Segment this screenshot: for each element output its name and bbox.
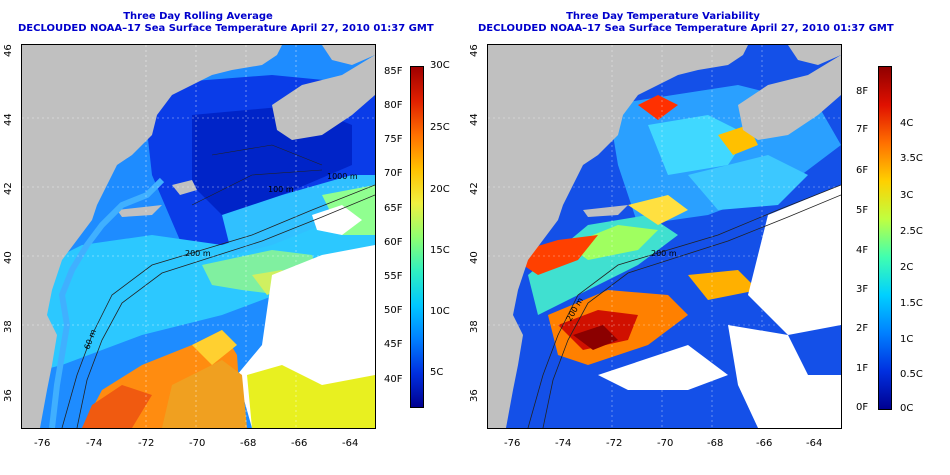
contour-label: 100 m <box>268 185 294 194</box>
colorbar-label-c: 15C <box>430 245 450 256</box>
left-map-graphic <box>22 45 375 428</box>
colorbar-label-f: 1F <box>856 363 869 374</box>
x-tick: -68 <box>240 438 257 449</box>
colorbar-label-c: 10C <box>430 306 450 317</box>
x-tick: -68 <box>707 438 724 449</box>
right-colorbar <box>878 66 892 410</box>
colorbar-label-f: 60F <box>384 237 403 248</box>
colorbar-label-f: 8F <box>856 86 869 97</box>
colorbar-label-f: 7F <box>856 124 869 135</box>
colorbar-label-f: 40F <box>384 374 403 385</box>
left-sst-map: 200 m 1000 m 60 m 100 m <box>21 44 376 429</box>
y-tick: 46 <box>3 44 14 57</box>
x-tick: -74 <box>86 438 103 449</box>
colorbar-label-c: 25C <box>430 122 450 133</box>
colorbar-label-f: 50F <box>384 305 403 316</box>
colorbar-label-c: 30C <box>430 60 450 71</box>
x-tick: -66 <box>756 438 773 449</box>
y-tick: 42 <box>469 182 480 195</box>
y-tick: 36 <box>469 389 480 402</box>
y-tick: 36 <box>3 389 14 402</box>
colorbar-label-c: 4C <box>900 118 914 129</box>
x-tick: -74 <box>555 438 572 449</box>
y-tick: 46 <box>469 44 480 57</box>
x-tick: -76 <box>504 438 521 449</box>
colorbar-label-f: 65F <box>384 203 403 214</box>
x-tick: -66 <box>291 438 308 449</box>
colorbar-label-c: 2C <box>900 262 914 273</box>
colorbar-label-f: 2F <box>856 323 869 334</box>
colorbar-label-f: 0F <box>856 402 869 413</box>
colorbar-label-c: 5C <box>430 367 444 378</box>
colorbar-label-c: 20C <box>430 184 450 195</box>
x-tick: -70 <box>189 438 206 449</box>
x-tick: -72 <box>138 438 155 449</box>
y-tick: 38 <box>469 320 480 333</box>
colorbar-label-f: 3F <box>856 284 869 295</box>
colorbar-label-c: 0C <box>900 403 914 414</box>
colorbar-label-f: 45F <box>384 339 403 350</box>
x-tick: -70 <box>657 438 674 449</box>
left-panel-subtitle: DECLOUDED NOAA–17 Sea Surface Temperatur… <box>18 23 434 34</box>
colorbar-label-f: 85F <box>384 66 403 77</box>
x-tick: -64 <box>806 438 823 449</box>
colorbar-label-c: 0.5C <box>900 369 923 380</box>
x-tick: -72 <box>606 438 623 449</box>
x-tick: -64 <box>342 438 359 449</box>
y-tick: 40 <box>3 251 14 264</box>
left-panel-title: Three Day Rolling Average <box>123 11 273 22</box>
colorbar-label-c: 3.5C <box>900 153 923 164</box>
colorbar-label-c: 2.5C <box>900 226 923 237</box>
y-tick: 44 <box>3 113 14 126</box>
right-panel-title: Three Day Temperature Variability <box>566 11 760 22</box>
colorbar-label-f: 80F <box>384 100 403 111</box>
colorbar-label-c: 3C <box>900 190 914 201</box>
contour-label: 200 m <box>185 249 211 258</box>
contour-label: 1000 m <box>327 172 358 181</box>
colorbar-label-f: 4F <box>856 245 869 256</box>
y-tick: 38 <box>3 320 14 333</box>
colorbar-label-c: 1.5C <box>900 298 923 309</box>
right-panel-subtitle: DECLOUDED NOAA–17 Sea Surface Temperatur… <box>478 23 894 34</box>
right-map-graphic <box>488 45 841 428</box>
y-tick: 42 <box>3 182 14 195</box>
right-variability-map: 200 m 200 m <box>487 44 842 429</box>
colorbar-label-f: 75F <box>384 134 403 145</box>
contour-label: 200 m <box>651 249 677 258</box>
colorbar-label-f: 70F <box>384 168 403 179</box>
y-tick: 44 <box>469 113 480 126</box>
colorbar-label-f: 55F <box>384 271 403 282</box>
colorbar-label-f: 6F <box>856 165 869 176</box>
colorbar-label-f: 5F <box>856 205 869 216</box>
y-tick: 40 <box>469 251 480 264</box>
x-tick: -76 <box>34 438 51 449</box>
colorbar-label-c: 1C <box>900 334 914 345</box>
left-colorbar <box>410 66 424 408</box>
